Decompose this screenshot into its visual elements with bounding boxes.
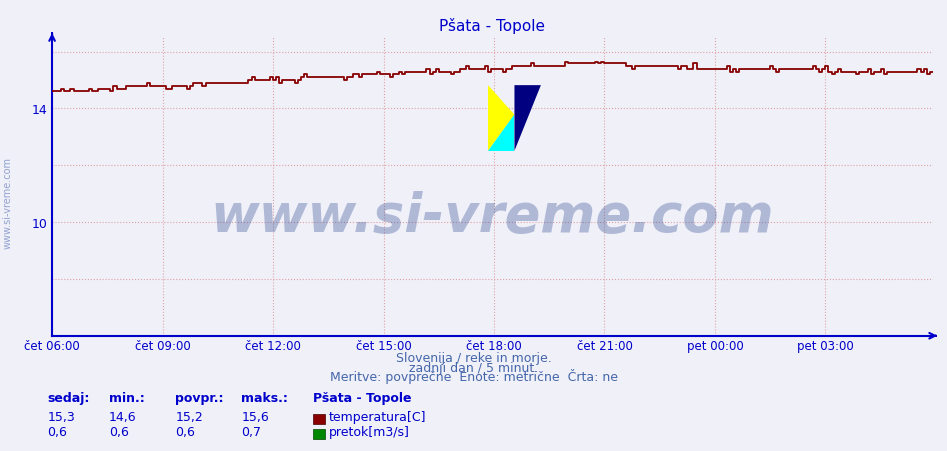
Text: 15,6: 15,6 (241, 410, 269, 423)
Text: zadnji dan / 5 minut.: zadnji dan / 5 minut. (409, 361, 538, 374)
Text: 0,6: 0,6 (47, 425, 67, 438)
Text: sedaj:: sedaj: (47, 391, 90, 405)
Text: 15,2: 15,2 (175, 410, 203, 423)
Text: Meritve: povprečne  Enote: metrične  Črta: ne: Meritve: povprečne Enote: metrične Črta:… (330, 368, 617, 384)
Text: www.si-vreme.com: www.si-vreme.com (210, 191, 775, 243)
Text: 15,3: 15,3 (47, 410, 75, 423)
Title: Pšata - Topole: Pšata - Topole (439, 18, 545, 34)
Text: povpr.:: povpr.: (175, 391, 223, 405)
Text: 0,6: 0,6 (109, 425, 129, 438)
Polygon shape (514, 86, 541, 152)
Text: 0,7: 0,7 (241, 425, 261, 438)
Text: Slovenija / reke in morje.: Slovenija / reke in morje. (396, 351, 551, 364)
Polygon shape (488, 115, 514, 152)
Polygon shape (488, 86, 514, 152)
Text: www.si-vreme.com: www.si-vreme.com (3, 157, 13, 249)
Text: Pšata - Topole: Pšata - Topole (313, 391, 411, 405)
Text: 0,6: 0,6 (175, 425, 195, 438)
Text: maks.:: maks.: (241, 391, 288, 405)
Text: pretok[m3/s]: pretok[m3/s] (329, 425, 409, 438)
Text: temperatura[C]: temperatura[C] (329, 410, 426, 423)
Text: min.:: min.: (109, 391, 145, 405)
Text: 14,6: 14,6 (109, 410, 136, 423)
